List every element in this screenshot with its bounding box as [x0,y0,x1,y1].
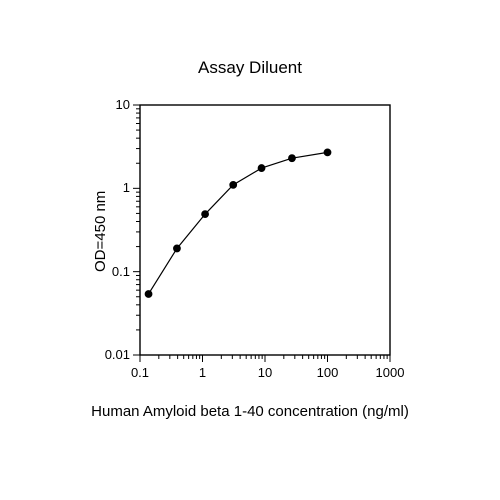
x-tick-label: 10 [245,365,285,380]
y-tick-label: 0.1 [112,264,130,279]
y-tick-label: 1 [123,180,130,195]
x-tick-label: 0.1 [120,365,160,380]
x-tick-label: 1 [183,365,223,380]
x-tick-label: 1000 [370,365,410,380]
y-tick-label: 10 [116,97,130,112]
x-tick-label: 100 [308,365,348,380]
chart-svg [0,0,500,500]
y-tick-label: 0.01 [105,347,130,362]
chart-container: Assay Diluent OD=450 nm Human Amyloid be… [0,0,500,500]
